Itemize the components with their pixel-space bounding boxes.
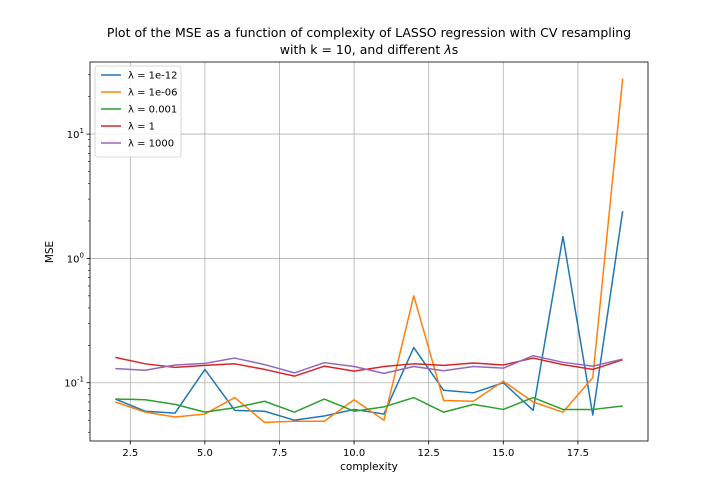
series-layer	[115, 78, 624, 424]
x-tick-label: 17.5	[567, 448, 589, 459]
series-line-4	[115, 356, 623, 377]
legend-box	[94, 65, 182, 158]
legend-label: λ = 1000	[128, 139, 174, 150]
x-tick-label: 5.0	[197, 448, 213, 459]
y-tick-label: 10-1	[64, 376, 84, 390]
y-axis: 10-1 100 101	[64, 74, 90, 433]
legend-label: λ = 1e-06	[128, 88, 178, 99]
legend-label: λ = 0.001	[128, 105, 177, 116]
series-line-2	[115, 78, 624, 424]
y-axis-label: MSE	[44, 241, 56, 263]
series-line-5	[115, 354, 623, 375]
legend: λ = 1e-12 λ = 1e-06 λ = 0.001 λ = 1 λ = 1000	[94, 65, 182, 158]
series-line-1	[115, 211, 624, 421]
x-tick-label: 15.0	[492, 448, 514, 459]
x-axis: 2.5 5.0 7.5 10.0 12.5 15.0 17.5	[122, 441, 589, 459]
legend-label: λ = 1	[128, 122, 155, 133]
y-tick-label: 100	[67, 251, 84, 265]
y-tick-label: 101	[67, 127, 84, 141]
chart-title-line-2: with k = 10, and different λs	[280, 42, 458, 57]
x-tick-label: 12.5	[418, 448, 440, 459]
x-tick-label: 10.0	[343, 448, 365, 459]
x-axis-label: complexity	[340, 461, 398, 473]
plot-frame	[89, 61, 649, 442]
x-tick-label: 2.5	[122, 448, 138, 459]
grid-lines	[90, 62, 648, 441]
chart-title-line-1: Plot of the MSE as a function of complex…	[107, 25, 631, 40]
legend-label: λ = 1e-12	[128, 71, 178, 82]
series-line-3	[115, 396, 623, 413]
x-tick-label: 7.5	[272, 448, 288, 459]
